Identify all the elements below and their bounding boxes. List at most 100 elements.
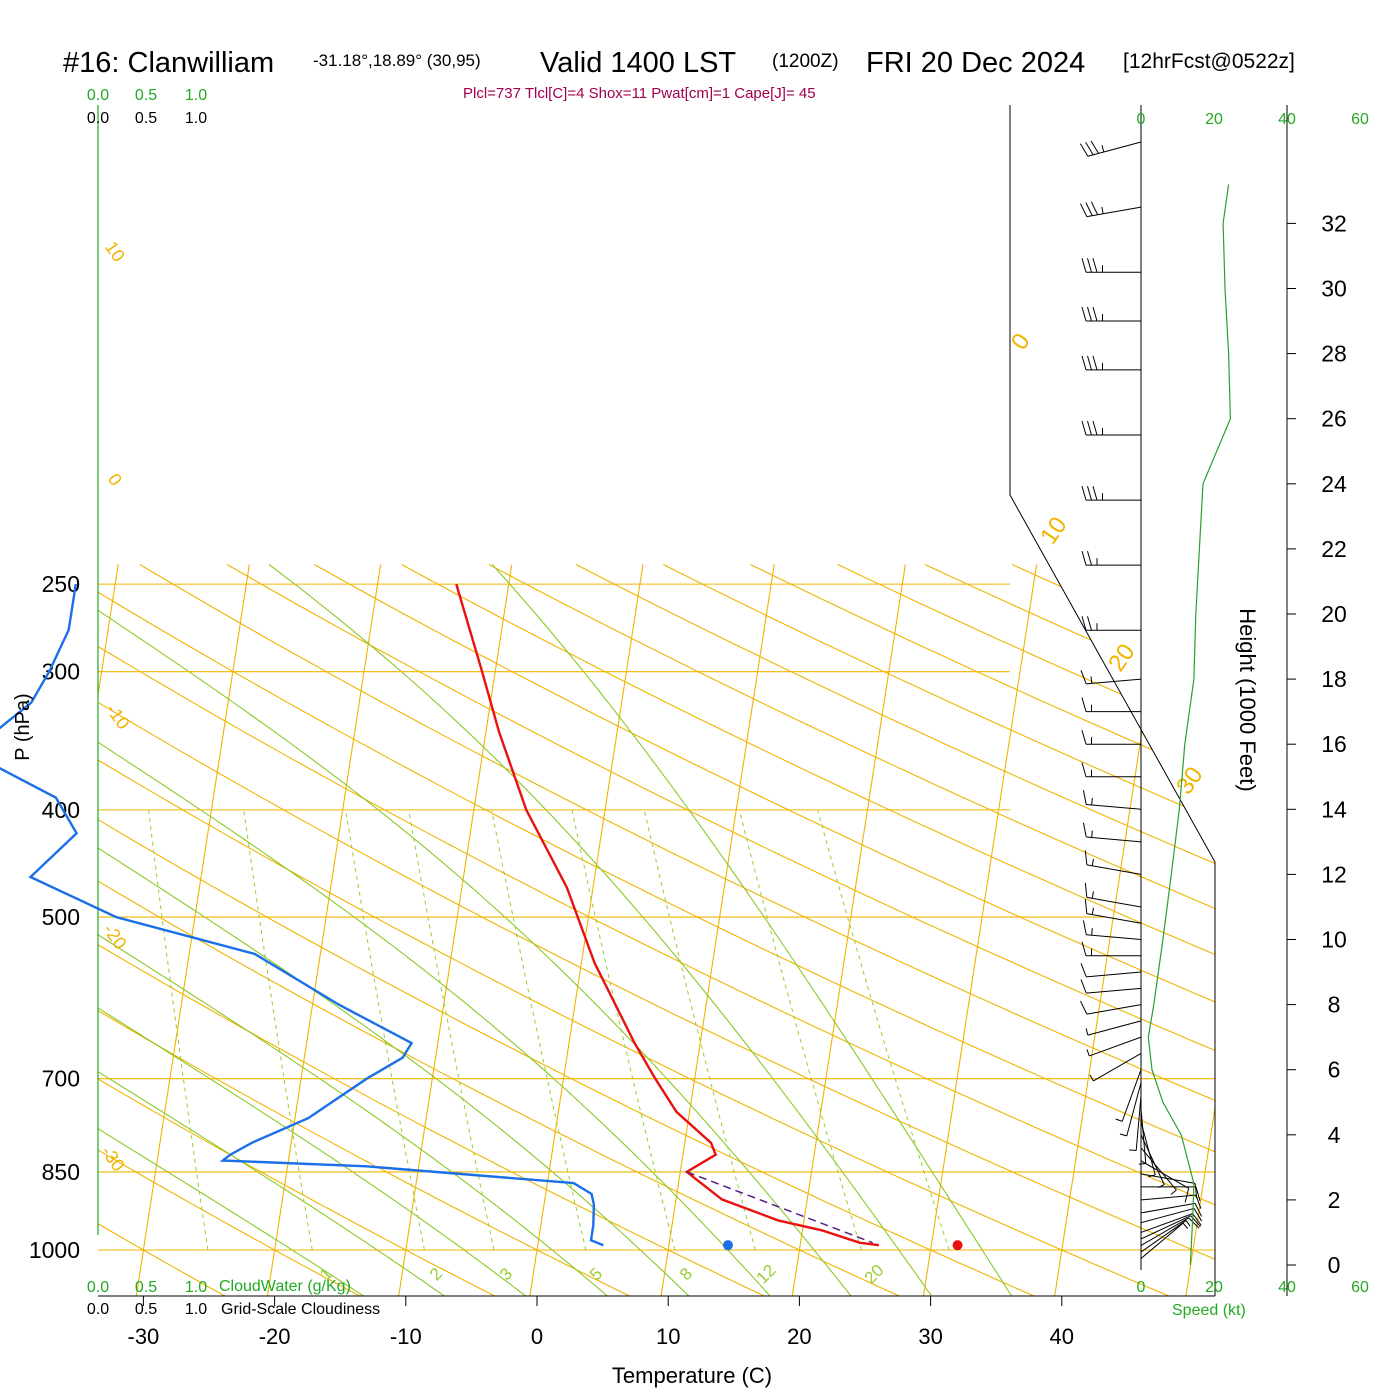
- dry-adiabat-line: [98, 564, 810, 1296]
- station-coords: -31.18°,18.89° (30,95): [313, 51, 481, 70]
- speed-tick-top: 60: [1351, 111, 1369, 128]
- cloud-scale-bottom-black: 1.0: [185, 1301, 207, 1318]
- chart-labels: -30 -20 -10 0 10 20 30 402503004005007008501000…: [29, 87, 1369, 1349]
- wind-barb-staff: [1086, 678, 1142, 685]
- cloud-scale-top-green: 0.0: [87, 87, 109, 104]
- wind-barb-flag: [1084, 882, 1088, 898]
- wind-barb-staff: [1140, 1220, 1187, 1253]
- cloud-scale-top-black: 1.0: [185, 110, 207, 127]
- wind-barb-staff: [1140, 1213, 1193, 1233]
- isotherm-line: [263, 564, 382, 1296]
- wind-barb-half-flag: [1089, 1074, 1094, 1082]
- wind-barb: [1081, 941, 1141, 957]
- wind-barb: [1119, 1082, 1142, 1137]
- temperature-profile-line: [455, 583, 880, 1247]
- wind-barb: [1140, 1134, 1165, 1189]
- wind-barb-half-flag: [1115, 1118, 1123, 1122]
- wind-barb-flag: [1084, 850, 1088, 865]
- wind-barb-flag: [1081, 355, 1087, 371]
- wind-barb-half-flag: [1101, 145, 1105, 153]
- wind-barb-staff: [1086, 206, 1142, 218]
- wind-barb: [1140, 1147, 1177, 1195]
- mixing-ratio-label: 20: [861, 1261, 888, 1288]
- x-tick-label: 30: [918, 1324, 942, 1349]
- wind-barb-flag: [1080, 963, 1087, 978]
- wind-barb: [1140, 1194, 1202, 1209]
- mixing-ratio-lines: [148, 809, 950, 1251]
- isotherm-label: -30: [97, 1142, 128, 1175]
- cloudiness-label: Grid-Scale Cloudiness: [221, 1301, 380, 1318]
- dry-adiabat-line: [98, 564, 1215, 1296]
- wind-barb-flag: [1195, 1186, 1201, 1202]
- x-tick-label: 20: [787, 1324, 811, 1349]
- moist-adiabat-line: [268, 564, 947, 1296]
- wind-barb: [1129, 1095, 1142, 1152]
- wind-barb-flag: [1079, 143, 1089, 157]
- parcel-profile-line: [686, 1171, 873, 1244]
- wind-barb-staff: [1140, 1134, 1165, 1185]
- mixing-ratio-line: [408, 809, 495, 1251]
- wind-barb-flag: [1081, 485, 1087, 501]
- isotherm-label: -10: [102, 700, 133, 733]
- pressure-tick-label: 400: [42, 797, 80, 823]
- x-tick-label: -20: [259, 1324, 291, 1349]
- wind-barb: [1140, 1173, 1198, 1198]
- speed-tick-bottom: 40: [1278, 1279, 1296, 1296]
- speed-tick-top: 0: [1137, 111, 1146, 128]
- moist-adiabat-line: [98, 564, 869, 1296]
- wind-barb: [1081, 485, 1141, 501]
- mixing-ratio-label: 8: [676, 1264, 696, 1284]
- moist-adiabat-line: [98, 564, 554, 1296]
- moist-adiabat-lines: [98, 564, 1026, 1296]
- wind-barb: [1115, 1069, 1142, 1122]
- isotherm-line: [98, 564, 119, 1296]
- wind-barb-flag: [1188, 1217, 1200, 1229]
- dry-adiabat-line: [139, 564, 1215, 1296]
- cloud-scale-bottom-black: 0.0: [87, 1301, 109, 1318]
- height-tick-label: 24: [1321, 471, 1347, 497]
- wind-barb-flag: [1081, 730, 1087, 745]
- wind-barb: [1086, 1036, 1142, 1057]
- wind-barb-half-flag: [1119, 1133, 1127, 1137]
- isotherm-line: [394, 564, 513, 1296]
- wind-barb: [1081, 551, 1141, 566]
- wind-barb: [1140, 1217, 1200, 1246]
- wind-barb: [1084, 850, 1142, 875]
- wind-barb-staff: [1140, 1147, 1177, 1191]
- wind-barb-half-flag: [1091, 858, 1094, 866]
- height-profile: [1147, 184, 1232, 1266]
- valid-time: Valid 1400 LST: [540, 47, 736, 79]
- speed-tick-bottom: 0: [1137, 1279, 1146, 1296]
- dry-adiabat-line: [575, 564, 1215, 1296]
- speed-tick-bottom: 20: [1205, 1279, 1223, 1296]
- cloud-scale-bottom-green: 0.0: [87, 1279, 109, 1296]
- wind-barb-half-flag: [1091, 891, 1094, 899]
- wind-barb: [1080, 1000, 1142, 1015]
- wind-barb-staff: [1140, 1217, 1189, 1246]
- height-tick-label: 6: [1328, 1057, 1341, 1083]
- wind-barb-flag: [1192, 1213, 1202, 1226]
- plot-frame: [97, 105, 1288, 1297]
- wind-barb-flag: [1092, 355, 1098, 371]
- wind-barb: [1081, 306, 1141, 322]
- mixing-ratio-label: 3: [496, 1264, 516, 1284]
- dry-adiabat-line: [1361, 565, 1400, 1318]
- forecast-info: [12hrFcst@0522z]: [1123, 50, 1295, 73]
- isotherm-line: [657, 564, 775, 1296]
- wind-barb-flag: [1080, 203, 1088, 217]
- wind-barb: [1081, 355, 1141, 371]
- speed-tick-top: 20: [1205, 111, 1223, 128]
- wind-barb-flag: [1081, 941, 1087, 956]
- cloud-scale-bottom-black: 0.5: [135, 1301, 157, 1318]
- wind-barb-staff: [1140, 1215, 1192, 1240]
- dry-adiabat-line: [226, 564, 1215, 1296]
- x-tick-label: -10: [390, 1324, 422, 1349]
- cloud-scale-bottom-green: 1.0: [185, 1279, 207, 1296]
- pressure-tick-label: 300: [42, 659, 80, 685]
- wind-barb: [1079, 140, 1142, 157]
- wind-barb: [1084, 899, 1142, 924]
- x-tick-label: 40: [1050, 1324, 1074, 1349]
- cloudwater-label: CloudWater (g/Kg): [219, 1278, 351, 1295]
- wind-barb-staff: [1086, 864, 1142, 875]
- height-tick-label: 32: [1321, 210, 1347, 236]
